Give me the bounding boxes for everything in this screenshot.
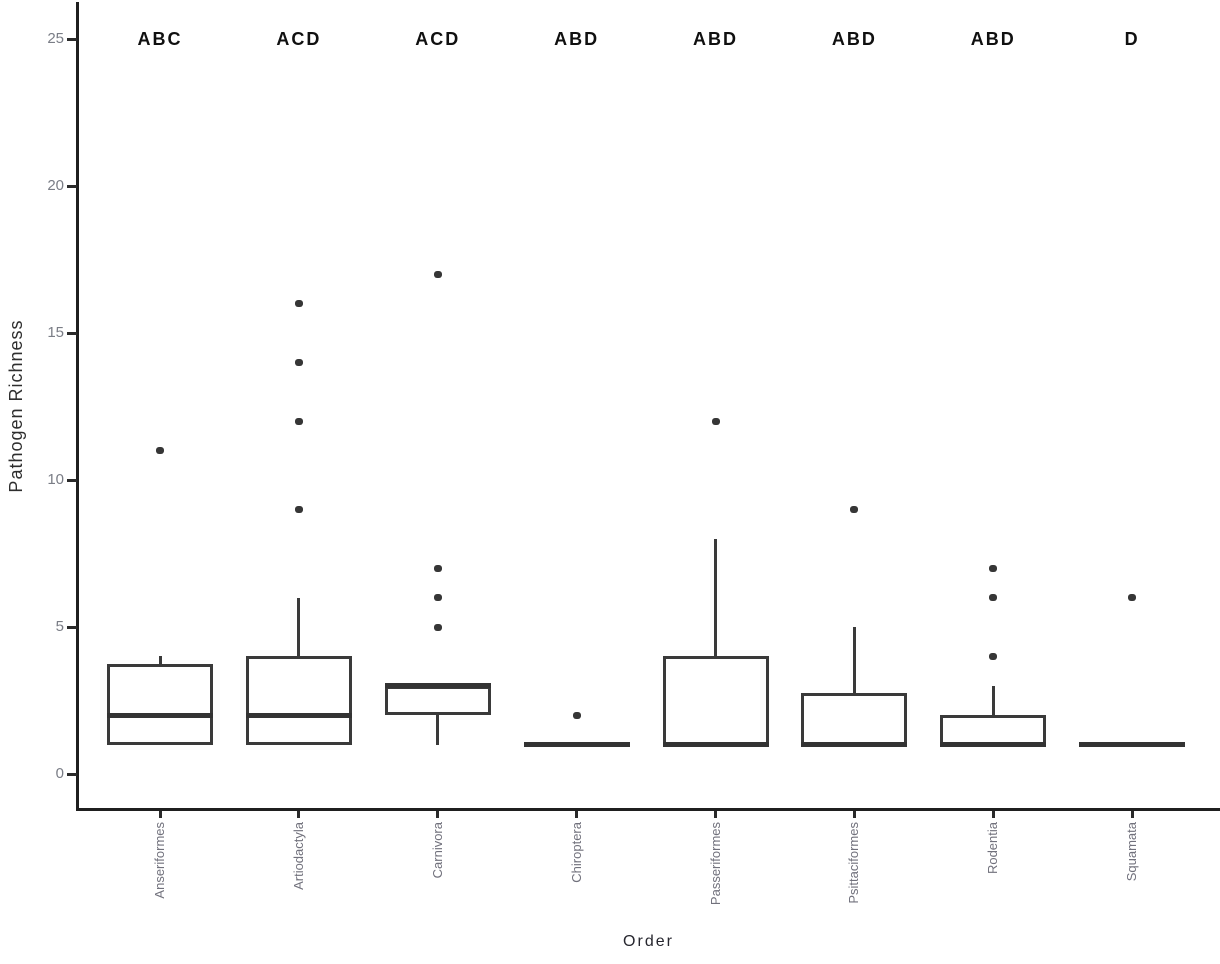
median-line xyxy=(384,683,491,689)
lower-whisker xyxy=(436,715,440,745)
outlier-point xyxy=(294,358,303,366)
significance-label: D xyxy=(1124,29,1140,49)
outlier-point xyxy=(572,711,581,719)
median-line xyxy=(940,742,1047,748)
outlier-point xyxy=(433,564,442,572)
significance-label: ABD xyxy=(693,29,738,49)
outlier-point xyxy=(294,300,303,308)
significance-label: ABD xyxy=(970,29,1016,49)
x-category-label: Squamata xyxy=(1124,822,1140,882)
outlier-point xyxy=(294,505,303,513)
median-line xyxy=(801,742,908,748)
y-tick-label: 10 xyxy=(47,471,64,488)
y-tick-label: 5 xyxy=(55,618,64,635)
y-tick-mark xyxy=(67,37,77,41)
significance-label: ABD xyxy=(554,29,600,49)
y-tick-mark xyxy=(67,478,77,482)
y-axis-line xyxy=(76,2,79,810)
median-line xyxy=(523,742,630,748)
x-tick-mark xyxy=(158,811,162,818)
x-category-label: Passeriformes xyxy=(707,822,723,906)
outlier-point xyxy=(156,447,164,455)
x-tick-mark xyxy=(714,811,717,818)
x-category-label: Artiodactyla xyxy=(290,822,306,890)
outlier-point xyxy=(711,417,720,425)
significance-label: ACD xyxy=(276,29,322,49)
y-tick-label: 15 xyxy=(47,324,64,341)
x-category-label: Chiroptera xyxy=(568,822,584,883)
median-line xyxy=(1079,742,1186,748)
y-tick-mark xyxy=(67,772,77,776)
iqr-box xyxy=(384,685,491,716)
x-tick-mark xyxy=(436,811,440,818)
x-tick-mark xyxy=(991,811,995,818)
y-axis-title: Pathogen Richness xyxy=(6,319,26,493)
x-axis-title: Order xyxy=(623,933,674,950)
x-category-label: Rodentia xyxy=(985,822,1001,875)
outlier-point xyxy=(850,505,859,513)
x-tick-mark xyxy=(575,811,579,818)
outlier-point xyxy=(989,594,998,602)
upper-whisker xyxy=(158,656,162,664)
median-line xyxy=(662,742,769,748)
outlier-point xyxy=(294,417,303,425)
upper-whisker xyxy=(297,597,301,657)
x-tick-mark xyxy=(852,811,856,818)
outlier-point xyxy=(433,594,442,602)
significance-label: ACD xyxy=(415,29,461,49)
upper-whisker xyxy=(852,627,856,694)
y-tick-label: 20 xyxy=(47,177,64,194)
significance-label: ABD xyxy=(831,29,877,49)
upper-whisker xyxy=(714,538,717,657)
iqr-box xyxy=(801,693,908,745)
upper-whisker xyxy=(991,685,995,716)
outlier-point xyxy=(1128,594,1137,602)
y-tick-mark xyxy=(67,184,77,188)
x-tick-mark xyxy=(297,811,301,818)
median-line xyxy=(245,712,352,718)
y-tick-label: 0 xyxy=(55,765,64,782)
iqr-box xyxy=(107,663,213,745)
outlier-point xyxy=(989,652,998,660)
significance-label: ABC xyxy=(137,29,183,49)
outlier-point xyxy=(433,623,442,631)
y-tick-mark xyxy=(67,331,77,335)
y-tick-label: 25 xyxy=(47,30,64,47)
x-category-label: Anseriformes xyxy=(152,822,167,899)
iqr-box xyxy=(245,656,352,745)
x-tick-mark xyxy=(1130,811,1134,818)
x-axis-line xyxy=(76,808,1220,811)
y-tick-mark xyxy=(67,625,77,629)
iqr-box xyxy=(940,715,1047,745)
x-category-label: Carnivora xyxy=(429,822,445,879)
iqr-box xyxy=(662,656,769,745)
outlier-point xyxy=(989,564,998,572)
outlier-point xyxy=(433,270,442,278)
median-line xyxy=(107,712,213,718)
x-category-label: Psittaciformes xyxy=(846,822,862,904)
